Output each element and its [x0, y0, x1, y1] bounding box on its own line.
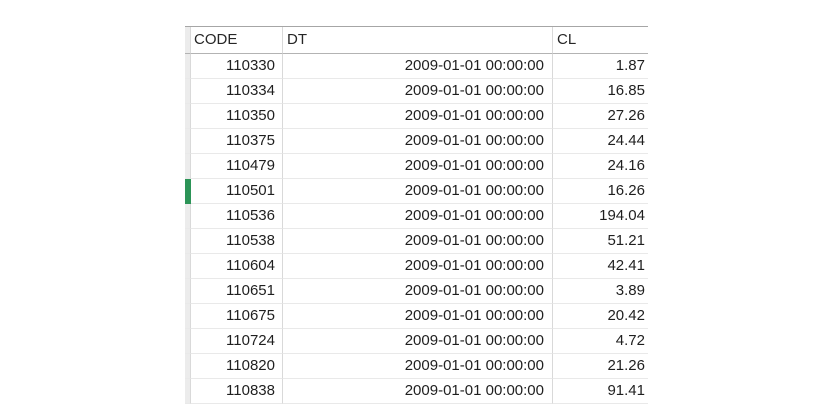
cell-code[interactable]: 110501 — [191, 179, 283, 204]
row-selector-gutter[interactable] — [185, 154, 191, 179]
row-selector-gutter[interactable] — [185, 54, 191, 79]
cell-cl[interactable]: 3.89 — [553, 279, 648, 304]
cell-dt[interactable]: 2009-01-01 00:00:00 — [283, 129, 553, 154]
table-row[interactable]: 110820 2009-01-01 00:00:00 21.26 — [185, 354, 648, 379]
row-selector-gutter[interactable] — [185, 354, 191, 379]
cell-cl[interactable]: 21.26 — [553, 354, 648, 379]
row-selector-gutter[interactable] — [185, 254, 191, 279]
table-row[interactable]: 110536 2009-01-01 00:00:00 194.04 — [185, 204, 648, 229]
cell-dt[interactable]: 2009-01-01 00:00:00 — [283, 304, 553, 329]
table-row[interactable]: 110675 2009-01-01 00:00:00 20.42 — [185, 304, 648, 329]
cell-cl[interactable]: 1.87 — [553, 54, 648, 79]
cell-dt[interactable]: 2009-01-01 00:00:00 — [283, 279, 553, 304]
row-selector-gutter[interactable] — [185, 104, 191, 129]
gutter-header-cell[interactable] — [185, 27, 191, 54]
column-header-cl[interactable]: CL — [553, 27, 648, 54]
column-header-code[interactable]: CODE — [191, 27, 283, 54]
table-body: 110330 2009-01-01 00:00:00 1.87 110334 2… — [185, 54, 648, 404]
cell-cl[interactable]: 51.21 — [553, 229, 648, 254]
cell-dt[interactable]: 2009-01-01 00:00:00 — [283, 204, 553, 229]
row-selector-gutter[interactable] — [185, 304, 191, 329]
cell-cl[interactable]: 42.41 — [553, 254, 648, 279]
table-row[interactable]: 110479 2009-01-01 00:00:00 24.16 — [185, 154, 648, 179]
cell-dt[interactable]: 2009-01-01 00:00:00 — [283, 179, 553, 204]
cell-code[interactable]: 110375 — [191, 129, 283, 154]
data-grid: CODE DT CL 110330 2009-01-01 00:00:00 1.… — [185, 26, 648, 404]
row-selector-gutter[interactable] — [185, 379, 191, 404]
table-row[interactable]: 110350 2009-01-01 00:00:00 27.26 — [185, 104, 648, 129]
cell-code[interactable]: 110536 — [191, 204, 283, 229]
column-header-dt[interactable]: DT — [283, 27, 553, 54]
cell-cl[interactable]: 16.85 — [553, 79, 648, 104]
table-row[interactable]: 110330 2009-01-01 00:00:00 1.87 — [185, 54, 648, 79]
cell-dt[interactable]: 2009-01-01 00:00:00 — [283, 54, 553, 79]
row-selector-gutter[interactable] — [185, 329, 191, 354]
table-header-row: CODE DT CL — [185, 27, 648, 54]
cell-code[interactable]: 110330 — [191, 54, 283, 79]
cell-dt[interactable]: 2009-01-01 00:00:00 — [283, 354, 553, 379]
cell-dt[interactable]: 2009-01-01 00:00:00 — [283, 229, 553, 254]
row-selector-gutter[interactable] — [185, 129, 191, 154]
table-row[interactable]: 110604 2009-01-01 00:00:00 42.41 — [185, 254, 648, 279]
row-selector-gutter[interactable] — [185, 204, 191, 229]
cell-code[interactable]: 110724 — [191, 329, 283, 354]
table-row[interactable]: 110538 2009-01-01 00:00:00 51.21 — [185, 229, 648, 254]
cell-code[interactable]: 110350 — [191, 104, 283, 129]
cell-dt[interactable]: 2009-01-01 00:00:00 — [283, 154, 553, 179]
row-selector-gutter[interactable] — [185, 279, 191, 304]
cell-code[interactable]: 110479 — [191, 154, 283, 179]
table-row[interactable]: 110334 2009-01-01 00:00:00 16.85 — [185, 79, 648, 104]
cell-code[interactable]: 110675 — [191, 304, 283, 329]
row-selector-gutter[interactable] — [185, 179, 191, 204]
cell-dt[interactable]: 2009-01-01 00:00:00 — [283, 254, 553, 279]
cell-code[interactable]: 110838 — [191, 379, 283, 404]
table-row[interactable]: 110501 2009-01-01 00:00:00 16.26 — [185, 179, 648, 204]
cell-cl[interactable]: 4.72 — [553, 329, 648, 354]
table-row[interactable]: 110651 2009-01-01 00:00:00 3.89 — [185, 279, 648, 304]
row-selector-gutter[interactable] — [185, 229, 191, 254]
cell-cl[interactable]: 20.42 — [553, 304, 648, 329]
cell-dt[interactable]: 2009-01-01 00:00:00 — [283, 379, 553, 404]
cell-code[interactable]: 110604 — [191, 254, 283, 279]
cell-code[interactable]: 110538 — [191, 229, 283, 254]
cell-dt[interactable]: 2009-01-01 00:00:00 — [283, 104, 553, 129]
cell-cl[interactable]: 27.26 — [553, 104, 648, 129]
cell-dt[interactable]: 2009-01-01 00:00:00 — [283, 79, 553, 104]
row-selector-gutter[interactable] — [185, 79, 191, 104]
table-row[interactable]: 110838 2009-01-01 00:00:00 91.41 — [185, 379, 648, 404]
cell-cl[interactable]: 194.04 — [553, 204, 648, 229]
cell-code[interactable]: 110334 — [191, 79, 283, 104]
cell-cl[interactable]: 24.44 — [553, 129, 648, 154]
table-row[interactable]: 110724 2009-01-01 00:00:00 4.72 — [185, 329, 648, 354]
table-row[interactable]: 110375 2009-01-01 00:00:00 24.44 — [185, 129, 648, 154]
cell-dt[interactable]: 2009-01-01 00:00:00 — [283, 329, 553, 354]
cell-code[interactable]: 110651 — [191, 279, 283, 304]
cell-cl[interactable]: 16.26 — [553, 179, 648, 204]
cell-cl[interactable]: 24.16 — [553, 154, 648, 179]
cell-code[interactable]: 110820 — [191, 354, 283, 379]
cell-cl[interactable]: 91.41 — [553, 379, 648, 404]
